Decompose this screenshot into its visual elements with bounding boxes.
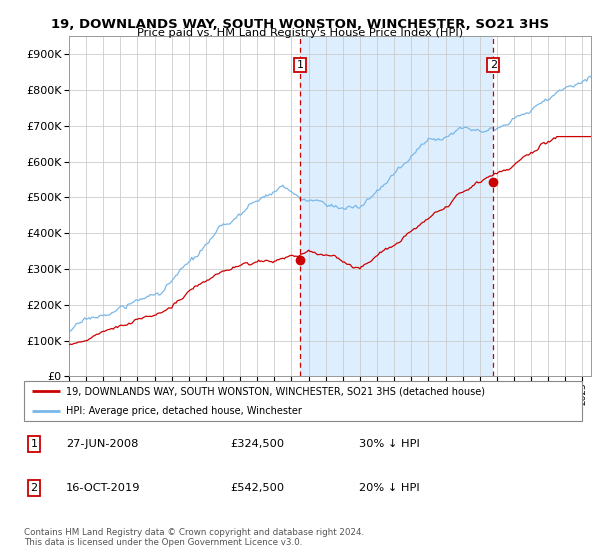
Text: 19, DOWNLANDS WAY, SOUTH WONSTON, WINCHESTER, SO21 3HS (detached house): 19, DOWNLANDS WAY, SOUTH WONSTON, WINCHE… — [66, 386, 485, 396]
Text: 30% ↓ HPI: 30% ↓ HPI — [359, 439, 419, 449]
Text: 16-OCT-2019: 16-OCT-2019 — [66, 483, 140, 493]
Text: 2: 2 — [31, 483, 38, 493]
Bar — [300, 36, 493, 376]
Text: 1: 1 — [31, 439, 38, 449]
Text: £324,500: £324,500 — [230, 439, 284, 449]
FancyBboxPatch shape — [24, 381, 582, 421]
Text: Contains HM Land Registry data © Crown copyright and database right 2024.
This d: Contains HM Land Registry data © Crown c… — [24, 528, 364, 547]
Text: HPI: Average price, detached house, Winchester: HPI: Average price, detached house, Winc… — [66, 405, 302, 416]
Text: 2: 2 — [490, 60, 497, 70]
Text: £542,500: £542,500 — [230, 483, 284, 493]
Text: 1: 1 — [296, 60, 304, 70]
Text: 19, DOWNLANDS WAY, SOUTH WONSTON, WINCHESTER, SO21 3HS: 19, DOWNLANDS WAY, SOUTH WONSTON, WINCHE… — [51, 18, 549, 31]
Text: Price paid vs. HM Land Registry's House Price Index (HPI): Price paid vs. HM Land Registry's House … — [137, 28, 463, 38]
Text: 27-JUN-2008: 27-JUN-2008 — [66, 439, 138, 449]
Text: 20% ↓ HPI: 20% ↓ HPI — [359, 483, 419, 493]
